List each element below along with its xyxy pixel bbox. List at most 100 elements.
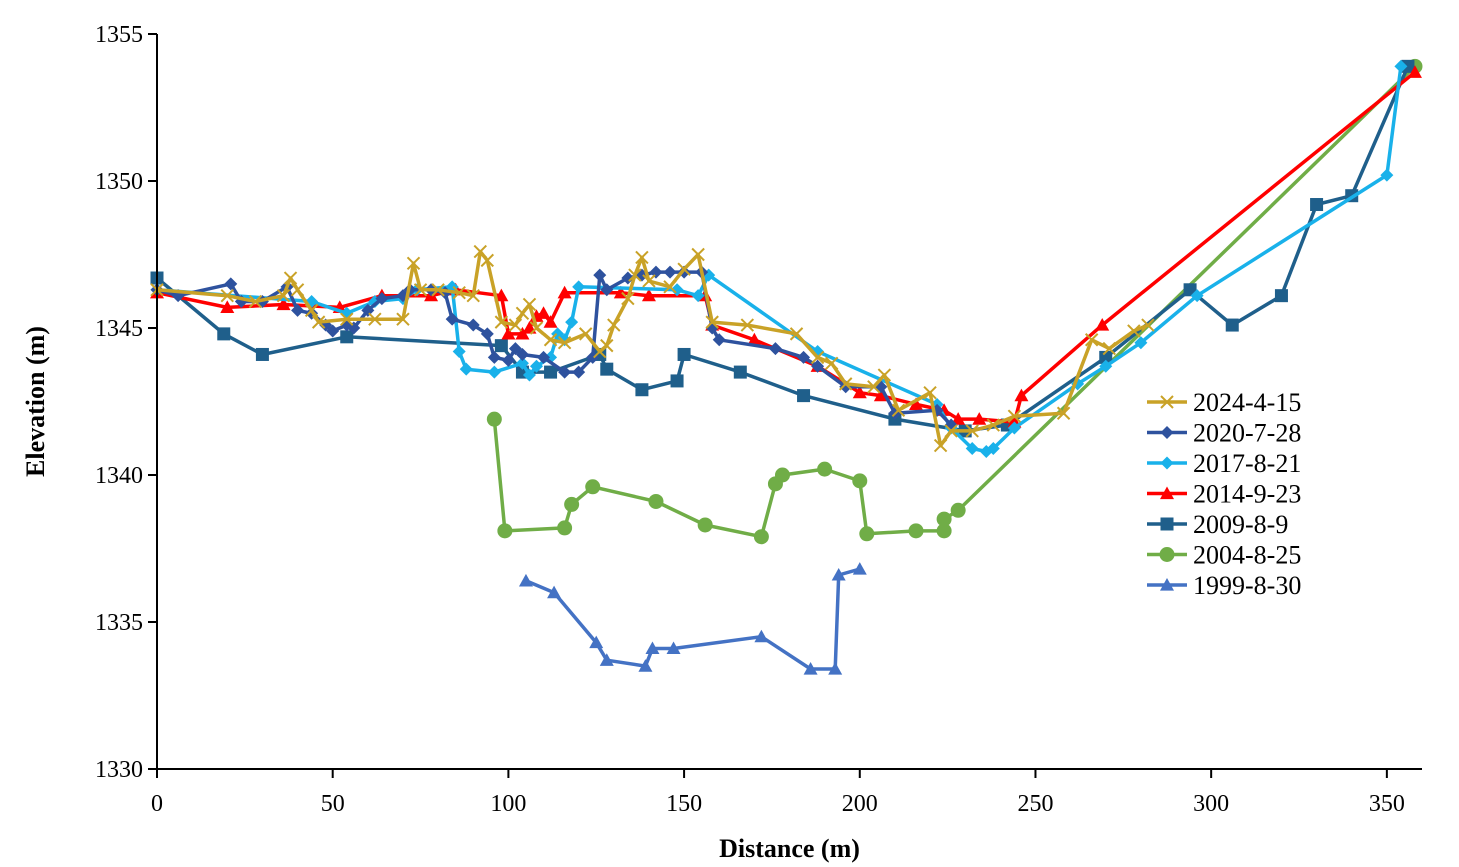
- data-point-2020-7-28-24: [515, 347, 529, 361]
- data-point-2014-9-23-9: [515, 326, 530, 340]
- legend-marker-2024-4-15: [1160, 395, 1174, 409]
- data-point-2020-7-28-40: [797, 350, 811, 364]
- data-point-2014-9-23-1: [220, 300, 235, 314]
- data-point-2024-4-15-14: [452, 286, 466, 300]
- data-point-2009-8-9-20: [1274, 289, 1288, 303]
- legend-marker-2009-8-9: [1160, 517, 1174, 531]
- data-point-2020-7-28-29: [593, 268, 607, 282]
- data-point-2004-8-25-11: [852, 473, 868, 489]
- data-point-2024-4-15-25: [578, 327, 593, 341]
- x-tick-label-200: 200: [842, 791, 878, 817]
- data-point-2014-9-23-23: [909, 397, 923, 411]
- legend-item-2017-8-21: 2017-8-21: [1147, 449, 1301, 478]
- legend-label-2009-8-9: 2009-8-9: [1193, 510, 1288, 539]
- data-point-2004-8-25-0: [486, 411, 502, 427]
- data-point-2020-7-28-33: [649, 265, 663, 279]
- legend-marker-1999-8-30: [1160, 578, 1174, 591]
- data-point-2024-4-15-23: [543, 333, 558, 347]
- data-point-2014-9-23-12: [536, 306, 551, 319]
- data-point-2024-4-15-50: [1007, 409, 1022, 423]
- data-point-2004-8-25-4: [585, 479, 601, 495]
- data-point-2024-4-15-21: [522, 297, 537, 312]
- data-point-2020-7-28-31: [621, 271, 635, 285]
- legend-marker-2014-9-23: [1160, 486, 1174, 500]
- y-tick-label-1340: 1340: [95, 463, 143, 489]
- x-tick-label-50: 50: [321, 791, 345, 817]
- legend-marker-2017-8-21: [1160, 456, 1174, 470]
- x-tick-label-250: 250: [1017, 791, 1053, 817]
- data-point-2017-8-21-19: [691, 289, 705, 303]
- data-point-2020-7-28-6: [291, 303, 305, 317]
- data-point-2020-7-28-11: [347, 321, 361, 335]
- data-point-2024-4-15-52: [1084, 333, 1099, 347]
- data-point-2017-8-21-9: [487, 365, 501, 379]
- data-point-2024-4-15-42: [867, 380, 881, 394]
- data-point-2009-8-9-4: [494, 339, 508, 353]
- data-point-1999-8-30-10: [831, 567, 846, 581]
- data-point-2004-8-25-15: [936, 511, 952, 527]
- data-point-2024-4-15-19: [508, 318, 523, 332]
- data-point-1999-8-30-9: [828, 662, 843, 675]
- data-point-2024-4-15-1: [220, 288, 234, 303]
- data-point-2024-4-15-28: [607, 318, 621, 332]
- data-point-2014-9-23-26: [972, 412, 987, 425]
- data-point-2020-7-28-39: [768, 342, 782, 356]
- data-point-2009-8-9-23: [1401, 59, 1415, 73]
- data-point-2009-8-9-17: [1099, 350, 1113, 364]
- legend-label-2017-8-21: 2017-8-21: [1193, 449, 1301, 478]
- data-point-2009-8-9-10: [670, 374, 684, 388]
- data-point-2014-9-23-22: [873, 388, 888, 402]
- data-point-1999-8-30-8: [803, 662, 818, 675]
- data-point-2017-8-21-31: [1190, 289, 1204, 303]
- y-axis-title: Elevation (m): [21, 326, 50, 477]
- legend-item-2020-7-28: 2020-7-28: [1147, 419, 1301, 448]
- data-point-2004-8-25-7: [753, 529, 769, 545]
- data-point-2024-4-15-17: [480, 253, 495, 268]
- data-point-2017-8-21-17: [572, 280, 586, 294]
- legend-label-1999-8-30: 1999-8-30: [1193, 571, 1301, 600]
- legend-label-2024-4-15: 2024-4-15: [1193, 388, 1301, 417]
- data-point-2024-4-15-4: [283, 271, 298, 285]
- data-point-1999-8-30-7: [754, 629, 769, 643]
- data-point-2009-8-9-19: [1225, 318, 1239, 332]
- data-point-2004-8-25-10: [817, 461, 833, 477]
- series-2009-8-9: [150, 59, 1415, 438]
- data-point-2004-8-25-9: [774, 467, 790, 483]
- data-point-2017-8-21-7: [452, 345, 466, 359]
- data-point-2024-4-15-10: [396, 312, 410, 326]
- legend: 2024-4-152020-7-282017-8-212014-9-232009…: [1147, 388, 1301, 600]
- data-point-2024-4-15-46: [933, 438, 948, 453]
- data-point-2017-8-21-11: [522, 368, 536, 382]
- legend-label-2014-9-23: 2014-9-23: [1193, 480, 1301, 509]
- data-point-2014-9-23-21: [852, 385, 867, 399]
- data-point-2024-4-15-32: [642, 274, 656, 288]
- data-point-2014-9-23-25: [951, 412, 966, 425]
- data-point-2009-8-9-8: [600, 362, 614, 376]
- data-point-2014-9-23-28: [1014, 388, 1029, 402]
- y-tick-label-1350: 1350: [95, 169, 143, 195]
- series-line-1999-8-30: [525, 567, 861, 671]
- data-point-2024-4-15-13: [431, 283, 445, 297]
- data-point-2017-8-21-24: [965, 442, 979, 456]
- data-point-2024-4-15-40: [824, 356, 839, 370]
- legend-item-1999-8-30: 1999-8-30: [1147, 571, 1301, 600]
- data-point-2024-4-15-38: [789, 327, 804, 341]
- tick-labels: 0 50 100 150 200 250 300 350 1330 1335 1340 1345 135…: [95, 22, 1405, 817]
- data-point-2009-8-9-13: [797, 389, 811, 403]
- data-point-2017-8-21-33: [1394, 59, 1408, 73]
- data-point-2020-7-28-13: [375, 292, 389, 306]
- data-point-2004-8-25-2: [557, 520, 573, 536]
- data-point-2024-4-15-34: [677, 262, 691, 276]
- legend-item-2009-8-9: 2009-8-9: [1147, 510, 1288, 539]
- data-point-2024-4-15-55: [1141, 318, 1155, 332]
- data-point-2020-7-28-19: [466, 318, 480, 332]
- data-point-2024-4-15-47: [944, 424, 958, 438]
- legend-label-2020-7-28: 2020-7-28: [1193, 419, 1301, 448]
- data-point-1999-8-30-1: [547, 585, 562, 599]
- data-point-2014-9-23-13: [543, 315, 558, 328]
- data-point-2004-8-25-13: [908, 523, 924, 539]
- data-point-2024-4-15-5: [290, 283, 305, 297]
- legend-label-2004-8-25: 2004-8-25: [1193, 541, 1301, 570]
- data-point-2009-8-9-9: [635, 383, 649, 397]
